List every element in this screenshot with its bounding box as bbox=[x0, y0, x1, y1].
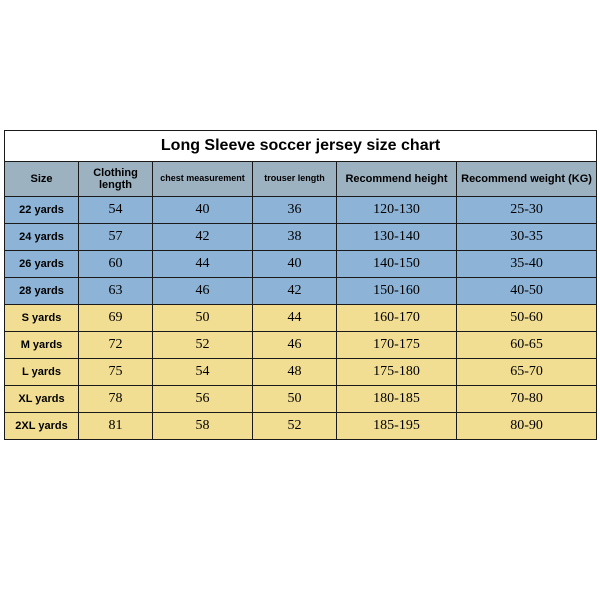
value-cell: 35-40 bbox=[457, 251, 597, 278]
value-cell: 42 bbox=[253, 278, 337, 305]
value-cell: 50 bbox=[253, 386, 337, 413]
table-row: 28 yards634642150-16040-50 bbox=[5, 278, 597, 305]
value-cell: 40-50 bbox=[457, 278, 597, 305]
size-cell: L yards bbox=[5, 359, 79, 386]
size-cell: 28 yards bbox=[5, 278, 79, 305]
value-cell: 63 bbox=[79, 278, 153, 305]
column-header: Recommend height bbox=[337, 162, 457, 197]
value-cell: 78 bbox=[79, 386, 153, 413]
value-cell: 140-150 bbox=[337, 251, 457, 278]
table-row: 24 yards574238130-14030-35 bbox=[5, 224, 597, 251]
value-cell: 170-175 bbox=[337, 332, 457, 359]
chart-title: Long Sleeve soccer jersey size chart bbox=[5, 131, 597, 162]
size-cell: S yards bbox=[5, 305, 79, 332]
header-row: SizeClothing lengthchest measurementtrou… bbox=[5, 162, 597, 197]
value-cell: 56 bbox=[153, 386, 253, 413]
value-cell: 120-130 bbox=[337, 197, 457, 224]
value-cell: 185-195 bbox=[337, 413, 457, 440]
column-header: Recommend weight (KG) bbox=[457, 162, 597, 197]
value-cell: 175-180 bbox=[337, 359, 457, 386]
table-row: L yards755448175-18065-70 bbox=[5, 359, 597, 386]
value-cell: 65-70 bbox=[457, 359, 597, 386]
value-cell: 60-65 bbox=[457, 332, 597, 359]
value-cell: 50 bbox=[153, 305, 253, 332]
value-cell: 52 bbox=[153, 332, 253, 359]
table-row: 26 yards604440140-15035-40 bbox=[5, 251, 597, 278]
column-header: Size bbox=[5, 162, 79, 197]
value-cell: 180-185 bbox=[337, 386, 457, 413]
size-cell: 24 yards bbox=[5, 224, 79, 251]
size-chart-table: Long Sleeve soccer jersey size chart Siz… bbox=[4, 130, 597, 440]
table-row: XL yards785650180-18570-80 bbox=[5, 386, 597, 413]
title-row: Long Sleeve soccer jersey size chart bbox=[5, 131, 597, 162]
size-cell: M yards bbox=[5, 332, 79, 359]
value-cell: 38 bbox=[253, 224, 337, 251]
value-cell: 50-60 bbox=[457, 305, 597, 332]
value-cell: 52 bbox=[253, 413, 337, 440]
value-cell: 25-30 bbox=[457, 197, 597, 224]
value-cell: 44 bbox=[153, 251, 253, 278]
value-cell: 130-140 bbox=[337, 224, 457, 251]
value-cell: 44 bbox=[253, 305, 337, 332]
size-cell: 26 yards bbox=[5, 251, 79, 278]
size-cell: XL yards bbox=[5, 386, 79, 413]
value-cell: 46 bbox=[253, 332, 337, 359]
value-cell: 46 bbox=[153, 278, 253, 305]
value-cell: 75 bbox=[79, 359, 153, 386]
value-cell: 57 bbox=[79, 224, 153, 251]
value-cell: 36 bbox=[253, 197, 337, 224]
value-cell: 150-160 bbox=[337, 278, 457, 305]
value-cell: 30-35 bbox=[457, 224, 597, 251]
value-cell: 69 bbox=[79, 305, 153, 332]
value-cell: 54 bbox=[79, 197, 153, 224]
column-header: Clothing length bbox=[79, 162, 153, 197]
value-cell: 60 bbox=[79, 251, 153, 278]
column-header: chest measurement bbox=[153, 162, 253, 197]
value-cell: 160-170 bbox=[337, 305, 457, 332]
table-row: S yards695044160-17050-60 bbox=[5, 305, 597, 332]
value-cell: 80-90 bbox=[457, 413, 597, 440]
size-cell: 22 yards bbox=[5, 197, 79, 224]
value-cell: 54 bbox=[153, 359, 253, 386]
value-cell: 58 bbox=[153, 413, 253, 440]
value-cell: 81 bbox=[79, 413, 153, 440]
value-cell: 70-80 bbox=[457, 386, 597, 413]
table-row: 2XL yards815852185-19580-90 bbox=[5, 413, 597, 440]
column-header: trouser length bbox=[253, 162, 337, 197]
value-cell: 72 bbox=[79, 332, 153, 359]
value-cell: 42 bbox=[153, 224, 253, 251]
table-row: 22 yards544036120-13025-30 bbox=[5, 197, 597, 224]
value-cell: 48 bbox=[253, 359, 337, 386]
value-cell: 40 bbox=[153, 197, 253, 224]
value-cell: 40 bbox=[253, 251, 337, 278]
size-cell: 2XL yards bbox=[5, 413, 79, 440]
table-row: M yards725246170-17560-65 bbox=[5, 332, 597, 359]
